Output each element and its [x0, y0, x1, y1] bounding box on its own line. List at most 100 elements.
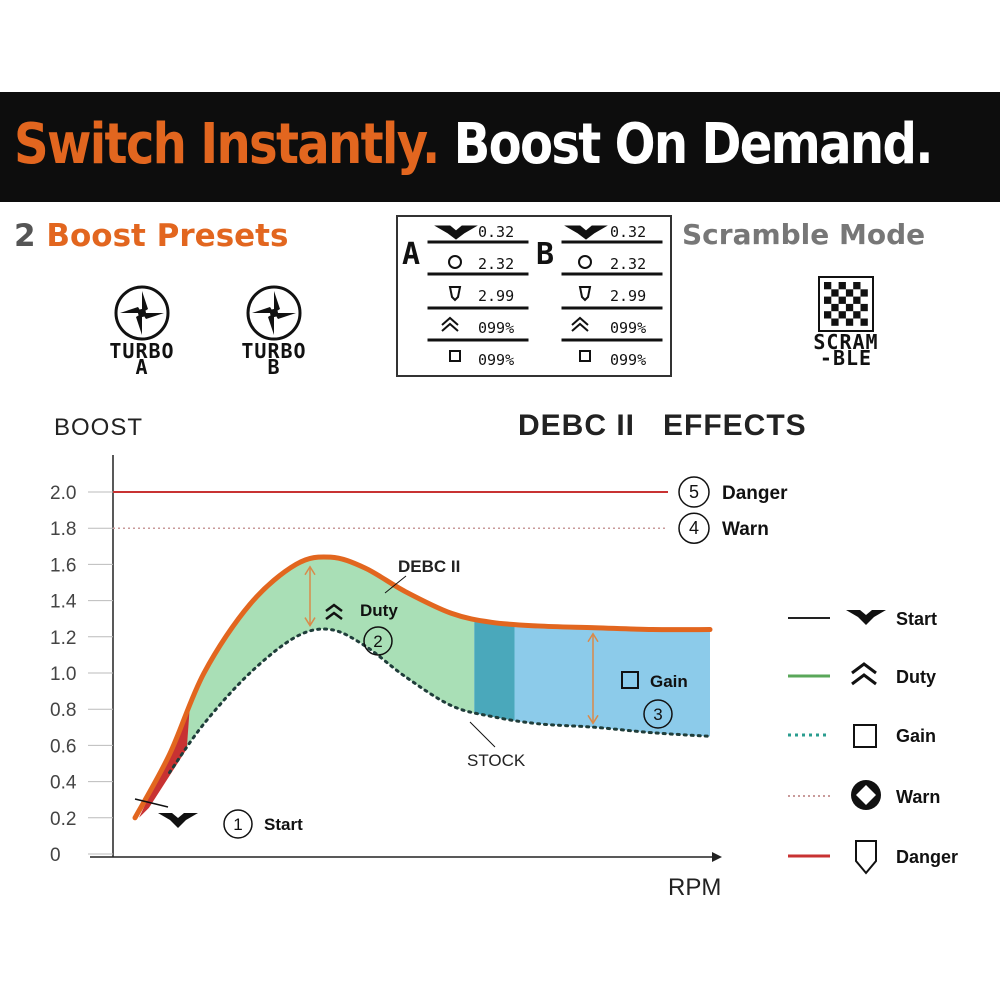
scramble-title: Scramble Mode: [682, 218, 926, 251]
legend-danger-label: Danger: [896, 847, 958, 867]
lcd-b-divider: [561, 306, 663, 310]
y-tick-label: 0: [50, 845, 61, 866]
debc-curve: [132, 554, 713, 821]
chart-ylabel: BOOST: [54, 414, 143, 441]
y-tick-label: 1.2: [50, 628, 76, 649]
header-banner: [0, 92, 1000, 202]
reference-number: 4: [689, 518, 699, 538]
lcd-b-divider: [561, 240, 663, 244]
lcd-b-value-2: 2.32: [610, 255, 647, 273]
legend-start-icon: [846, 610, 886, 625]
presets-title-number: 2: [14, 218, 36, 254]
boost-chart: BOOST DEBC II EFFECTS RPM 0 0.2 0.4 0.6 0.8 1…: [50, 409, 958, 901]
legend-gain-label: Gain: [896, 726, 936, 746]
reference-label-danger: Danger: [722, 483, 788, 504]
presets-title-text: Boost Presets: [46, 218, 289, 254]
lcd-a-divider: [427, 240, 529, 244]
debc-curve-label: DEBC II: [398, 557, 460, 576]
scramble-line1: SCRAM: [813, 330, 879, 354]
lcd-a-value-5: 099%: [478, 351, 515, 369]
y-tick-label: 0.2: [50, 809, 76, 830]
duty-arrow: [304, 565, 316, 627]
legend-duty-icon: [851, 662, 877, 686]
turbo-a-line2: A: [135, 355, 149, 379]
turbo-a-label: TURBO A: [82, 339, 202, 379]
gain-number-circle: [643, 699, 673, 729]
scramble-line2: -BLE: [819, 346, 873, 370]
turbo-b-line2: B: [267, 355, 281, 379]
gain-number: 3: [653, 705, 662, 724]
gain-arrow: [587, 632, 599, 725]
scramble-icon: [818, 276, 874, 332]
duty-label: Duty: [360, 601, 398, 620]
lcd-a-badge-icon: [448, 286, 462, 302]
lcd-b-gain-icon: [579, 350, 591, 362]
lcd-preset-b-letter: B: [536, 237, 555, 272]
duty-number-circle: [363, 626, 393, 656]
y-tick-label: 0.4: [50, 773, 77, 794]
lcd-b-divider: [561, 272, 663, 276]
chart-xlabel: RPM: [668, 874, 721, 901]
debc-label-leader: [384, 575, 407, 594]
lcd-a-gauge-icon: [448, 255, 462, 269]
start-number-circle: [223, 809, 253, 839]
banner-headline-part1: Switch Instantly.: [14, 112, 440, 177]
legend-gain-icon: [853, 724, 877, 748]
reference-label-warn: Warn: [722, 519, 769, 540]
lcd-a-divider: [427, 306, 529, 310]
legend-duty-label: Duty: [896, 667, 936, 687]
scramble-label: SCRAM -BLE: [776, 330, 916, 370]
x-axis-arrow: [712, 852, 722, 862]
gain-label: Gain: [650, 672, 688, 691]
lcd-b-gauge-icon: [578, 255, 592, 269]
transition-band: [474, 619, 515, 721]
lcd-b-value-3: 2.99: [610, 287, 647, 305]
y-tick-label: 0.8: [50, 700, 76, 721]
banner-headline: Switch Instantly. Boost On Demand.: [14, 112, 934, 177]
lcd-a-value-4: 099%: [478, 319, 515, 337]
stock-curve: [168, 627, 712, 775]
start-label: Start: [264, 815, 303, 834]
start-pointer: [134, 798, 169, 808]
y-tick-label: 0.6: [50, 736, 76, 757]
gain-area: [514, 624, 710, 737]
lcd-a-value-1: 0.32: [478, 223, 515, 241]
y-tick-label: 1.8: [50, 519, 76, 540]
duty-icon: [325, 603, 343, 620]
stock-label-leader: [469, 721, 496, 748]
duty-area: [135, 556, 475, 818]
lcd-b-wings-icon: [564, 225, 608, 240]
turbo-b-label: TURBO B: [214, 339, 334, 379]
y-tick-label: 1.6: [50, 555, 76, 576]
y-tick-label: 2.0: [50, 483, 76, 504]
legend-danger-icon: [855, 840, 877, 875]
lcd-preset-a-letter: A: [402, 237, 421, 272]
stock-curve-label: STOCK: [467, 751, 526, 770]
y-tick-label: 1.0: [50, 664, 76, 685]
chart-legend: Start Duty Gain Warn Danger: [788, 609, 958, 875]
reference-number-circle: [678, 512, 710, 544]
lcd-b-value-5: 099%: [610, 351, 647, 369]
chart-title: DEBC II EFFECTS: [518, 409, 807, 442]
lcd-b-duty-icon: [571, 316, 589, 332]
lcd-b-value-1: 0.32: [610, 223, 647, 241]
turbo-a-line1: TURBO: [109, 339, 175, 363]
y-tick-label: 1.4: [50, 592, 77, 613]
turbo-b-line1: TURBO: [241, 339, 307, 363]
gain-icon: [621, 671, 639, 689]
reference-number-circle: [678, 476, 710, 508]
turbo-a-icon: [114, 285, 170, 341]
lcd-a-gain-icon: [449, 350, 461, 362]
lcd-a-value-3: 2.99: [478, 287, 515, 305]
legend-start-label: Start: [896, 609, 937, 629]
lcd-a-divider: [427, 338, 529, 342]
lcd-b-divider: [561, 338, 663, 342]
legend-warn-label: Warn: [896, 787, 940, 807]
lcd-b-value-4: 099%: [610, 319, 647, 337]
presets-title: 2 Boost Presets: [14, 218, 288, 254]
lcd-b-badge-icon: [578, 286, 592, 302]
lcd-a-value-2: 2.32: [478, 255, 515, 273]
reference-number: 5: [689, 482, 699, 502]
lcd-a-divider: [427, 272, 529, 276]
turbo-b-icon: [246, 285, 302, 341]
